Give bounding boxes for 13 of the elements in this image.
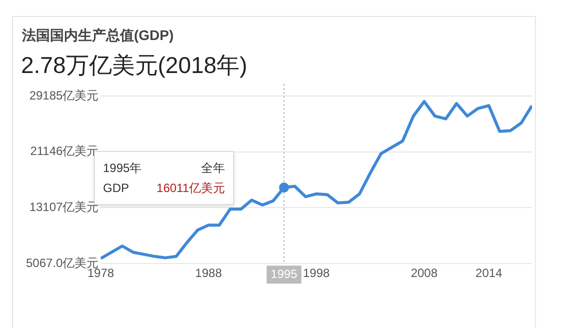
x-tick-label: 1988 xyxy=(195,266,222,280)
y-tick-label: 5067.0亿美元 xyxy=(26,256,99,270)
x-tick-label: 2014 xyxy=(476,266,503,280)
y-tick-label: 29185亿美元 xyxy=(29,88,99,102)
x-tick-label: 1998 xyxy=(303,266,330,280)
annotation: GDP xyxy=(103,180,130,197)
chart-title: 法国国内生产总值(GDP) xyxy=(22,27,174,45)
annotation: 1995年 xyxy=(103,160,142,177)
ref-line-label: 1995 xyxy=(270,266,298,281)
annotation: 全年 xyxy=(201,160,225,177)
chart-subtitle: 2.78万亿美元(2018年) xyxy=(21,51,248,80)
x-tick-label: 2008 xyxy=(410,266,438,280)
annotation: 16011亿美元 xyxy=(156,180,225,197)
